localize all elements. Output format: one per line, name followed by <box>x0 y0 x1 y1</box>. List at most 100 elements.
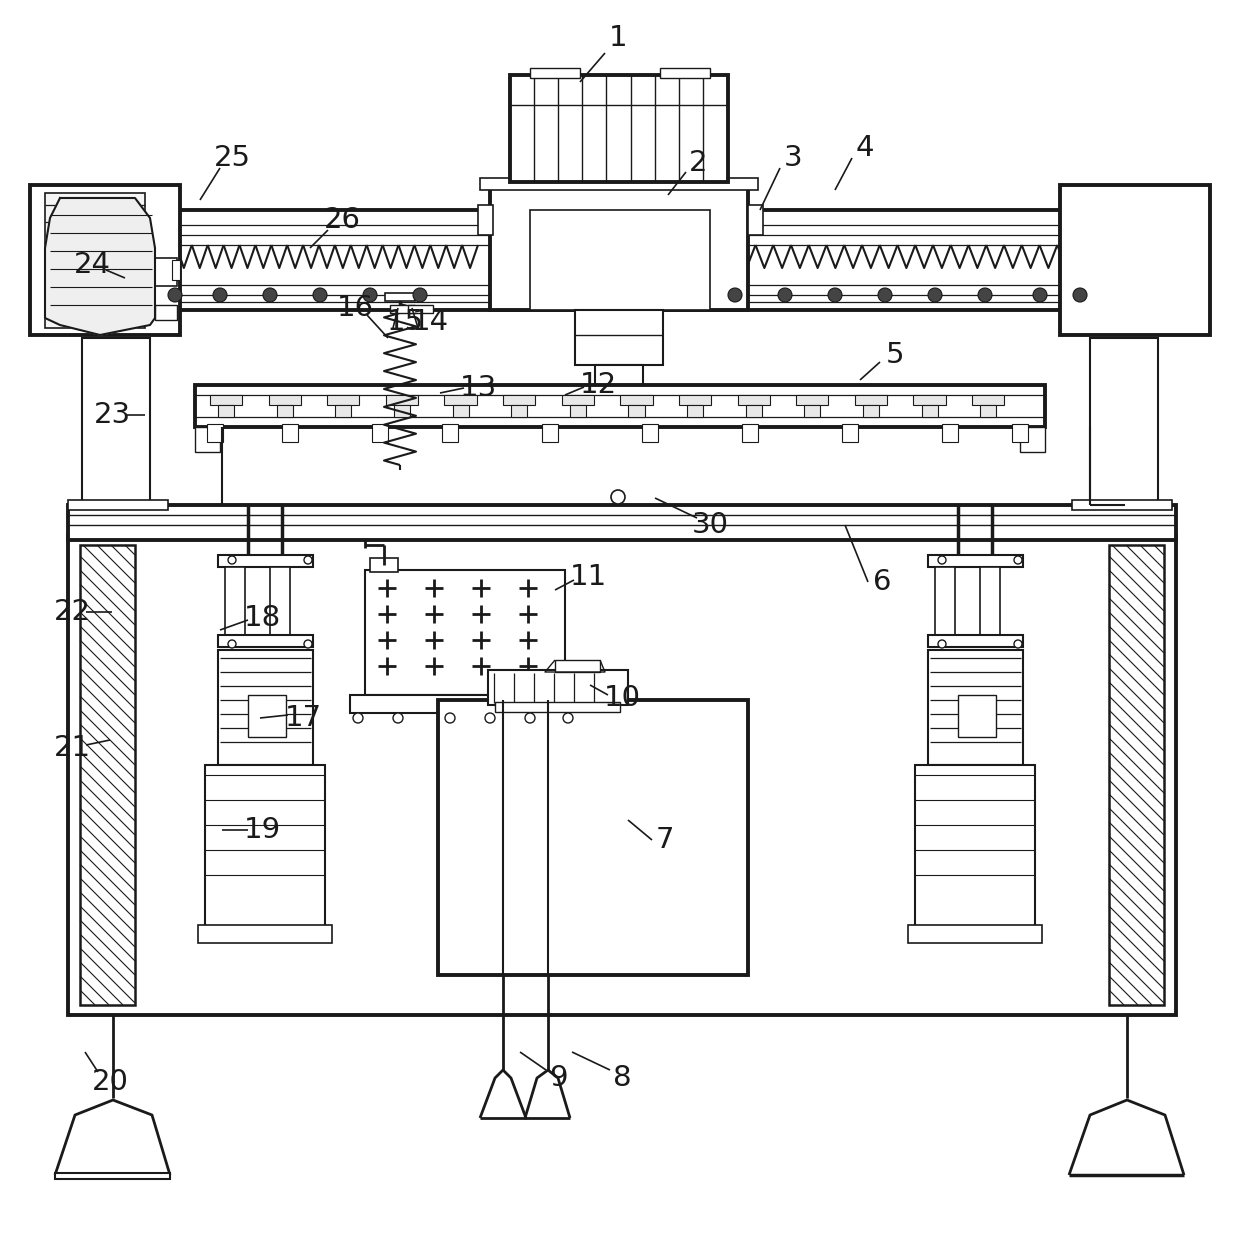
Bar <box>82 338 150 508</box>
Bar <box>248 696 286 737</box>
Bar <box>30 185 180 335</box>
Bar <box>745 405 761 417</box>
Bar <box>908 924 1042 943</box>
Bar <box>1012 424 1028 442</box>
Text: 22: 22 <box>53 598 91 626</box>
Text: 13: 13 <box>459 374 497 402</box>
Bar <box>408 305 433 313</box>
Bar <box>270 567 290 636</box>
Circle shape <box>312 288 327 301</box>
Bar <box>224 567 246 636</box>
Bar <box>370 558 398 572</box>
Bar <box>441 424 458 442</box>
Bar <box>854 395 887 405</box>
Bar <box>365 570 565 696</box>
Bar <box>68 535 1176 1015</box>
Text: 5: 5 <box>885 342 904 369</box>
Text: 6: 6 <box>873 568 892 595</box>
Circle shape <box>525 713 534 723</box>
Bar <box>218 405 234 417</box>
Bar <box>155 305 177 320</box>
Bar <box>453 405 469 417</box>
Circle shape <box>228 555 236 564</box>
Bar <box>198 924 332 943</box>
Bar <box>218 636 312 647</box>
Bar <box>529 68 580 78</box>
Bar <box>921 405 937 417</box>
Bar <box>842 424 858 442</box>
Bar <box>642 424 658 442</box>
Circle shape <box>393 713 403 723</box>
Bar <box>155 258 177 286</box>
Circle shape <box>728 288 742 301</box>
Circle shape <box>263 288 277 301</box>
Bar <box>1090 338 1158 508</box>
Bar <box>1021 427 1045 452</box>
Text: 16: 16 <box>336 294 373 322</box>
Circle shape <box>928 288 942 301</box>
Bar <box>556 661 600 672</box>
Text: 24: 24 <box>73 251 110 279</box>
Circle shape <box>563 713 573 723</box>
Bar <box>738 395 770 405</box>
Bar <box>935 567 955 636</box>
Bar <box>510 75 728 181</box>
Bar <box>335 405 351 417</box>
Circle shape <box>937 555 946 564</box>
Circle shape <box>777 288 792 301</box>
Circle shape <box>1033 288 1047 301</box>
Text: 18: 18 <box>243 604 280 632</box>
Bar <box>928 636 1023 647</box>
Bar <box>680 395 712 405</box>
Bar <box>503 395 536 405</box>
Circle shape <box>213 288 227 301</box>
Bar <box>45 193 145 328</box>
Circle shape <box>353 713 363 723</box>
Bar <box>542 424 558 442</box>
Text: 25: 25 <box>213 144 250 171</box>
Text: 8: 8 <box>613 1065 631 1092</box>
Bar <box>438 701 748 975</box>
Bar <box>1073 500 1172 510</box>
Bar <box>805 405 821 417</box>
Bar <box>511 405 527 417</box>
Bar <box>281 424 298 442</box>
Bar <box>972 395 1004 405</box>
Text: 12: 12 <box>579 372 616 399</box>
Bar <box>608 385 630 400</box>
Text: 1: 1 <box>609 24 627 53</box>
Bar <box>595 365 644 385</box>
Bar <box>372 424 388 442</box>
Bar <box>480 178 758 190</box>
Bar <box>570 405 587 417</box>
Text: 19: 19 <box>243 816 280 844</box>
Text: 17: 17 <box>284 704 321 732</box>
Bar <box>218 651 312 766</box>
Bar <box>562 395 594 405</box>
Bar <box>942 424 959 442</box>
Bar <box>81 545 135 1005</box>
Bar <box>980 405 996 417</box>
Bar <box>914 395 946 405</box>
Bar <box>386 395 418 405</box>
Circle shape <box>413 288 427 301</box>
Bar <box>55 1173 170 1178</box>
Circle shape <box>937 641 946 648</box>
Circle shape <box>611 490 625 504</box>
Text: 7: 7 <box>656 826 675 854</box>
Bar <box>629 405 645 417</box>
Bar <box>477 205 494 235</box>
Bar <box>207 424 223 442</box>
Text: 14: 14 <box>412 308 449 337</box>
Bar <box>490 185 748 310</box>
Circle shape <box>304 641 312 648</box>
Bar <box>155 210 1085 310</box>
Bar <box>195 427 219 452</box>
Text: 10: 10 <box>604 684 641 712</box>
Circle shape <box>228 641 236 648</box>
Bar <box>195 385 1045 427</box>
Bar <box>384 293 415 301</box>
Bar <box>796 395 828 405</box>
Bar <box>489 671 627 706</box>
Bar <box>68 505 1176 540</box>
